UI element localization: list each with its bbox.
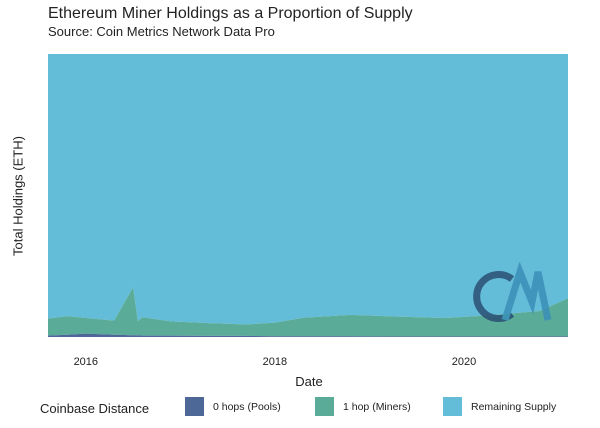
legend-item-pools: 0 hops (Pools) <box>185 397 281 416</box>
legend-swatch-miners <box>315 397 334 416</box>
legend-label-pools: 0 hops (Pools) <box>213 400 281 413</box>
area-remaining <box>48 54 568 325</box>
legend-swatch-remaining <box>443 397 462 416</box>
area-miners <box>48 287 568 337</box>
legend-item-remaining: Remaining Supply <box>443 397 556 416</box>
x-tick-label: 2016 <box>74 356 98 368</box>
x-axis-label: Date <box>295 374 323 389</box>
legend-label-miners: 1 hop (Miners) <box>343 400 411 413</box>
legend-label-remaining: Remaining Supply <box>471 400 557 413</box>
legend-swatch-pools <box>185 397 204 416</box>
legend-item-miners: 1 hop (Miners) <box>315 397 411 416</box>
area-pools <box>48 333 568 337</box>
legend: Coinbase Distance 0 hops (Pools) 1 hop (… <box>0 397 600 421</box>
y-axis-label: Total Holdings (ETH) <box>10 136 26 256</box>
chart-subtitle: Source: Coin Metrics Network Data Pro <box>48 24 275 39</box>
legend-title: Coinbase Distance <box>40 401 150 416</box>
chart-plot: 2016 2018 2020 <box>48 54 568 368</box>
coin-metrics-logo-icon <box>473 261 552 322</box>
x-tick-label: 2018 <box>263 356 287 368</box>
chart-title: Ethereum Miner Holdings as a Proportion … <box>48 5 413 22</box>
x-tick-label: 2020 <box>452 356 476 368</box>
